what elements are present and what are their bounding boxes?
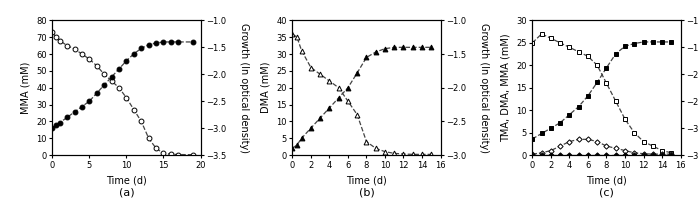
Text: (a): (a) [119,187,134,197]
Y-axis label: TMA, DMA, MMA (mM): TMA, DMA, MMA (mM) [500,33,511,142]
Text: (c): (c) [599,187,614,197]
X-axis label: Time (d): Time (d) [586,175,627,185]
Y-axis label: Growth (ln optical density): Growth (ln optical density) [479,23,489,153]
Y-axis label: MMA (mM): MMA (mM) [21,62,31,114]
X-axis label: Time (d): Time (d) [346,175,387,185]
X-axis label: Time (d): Time (d) [106,175,147,185]
Text: (b): (b) [359,187,374,197]
Y-axis label: DMA (mM): DMA (mM) [260,62,271,113]
Y-axis label: Growth (ln optical density): Growth (ln optical density) [239,23,248,153]
